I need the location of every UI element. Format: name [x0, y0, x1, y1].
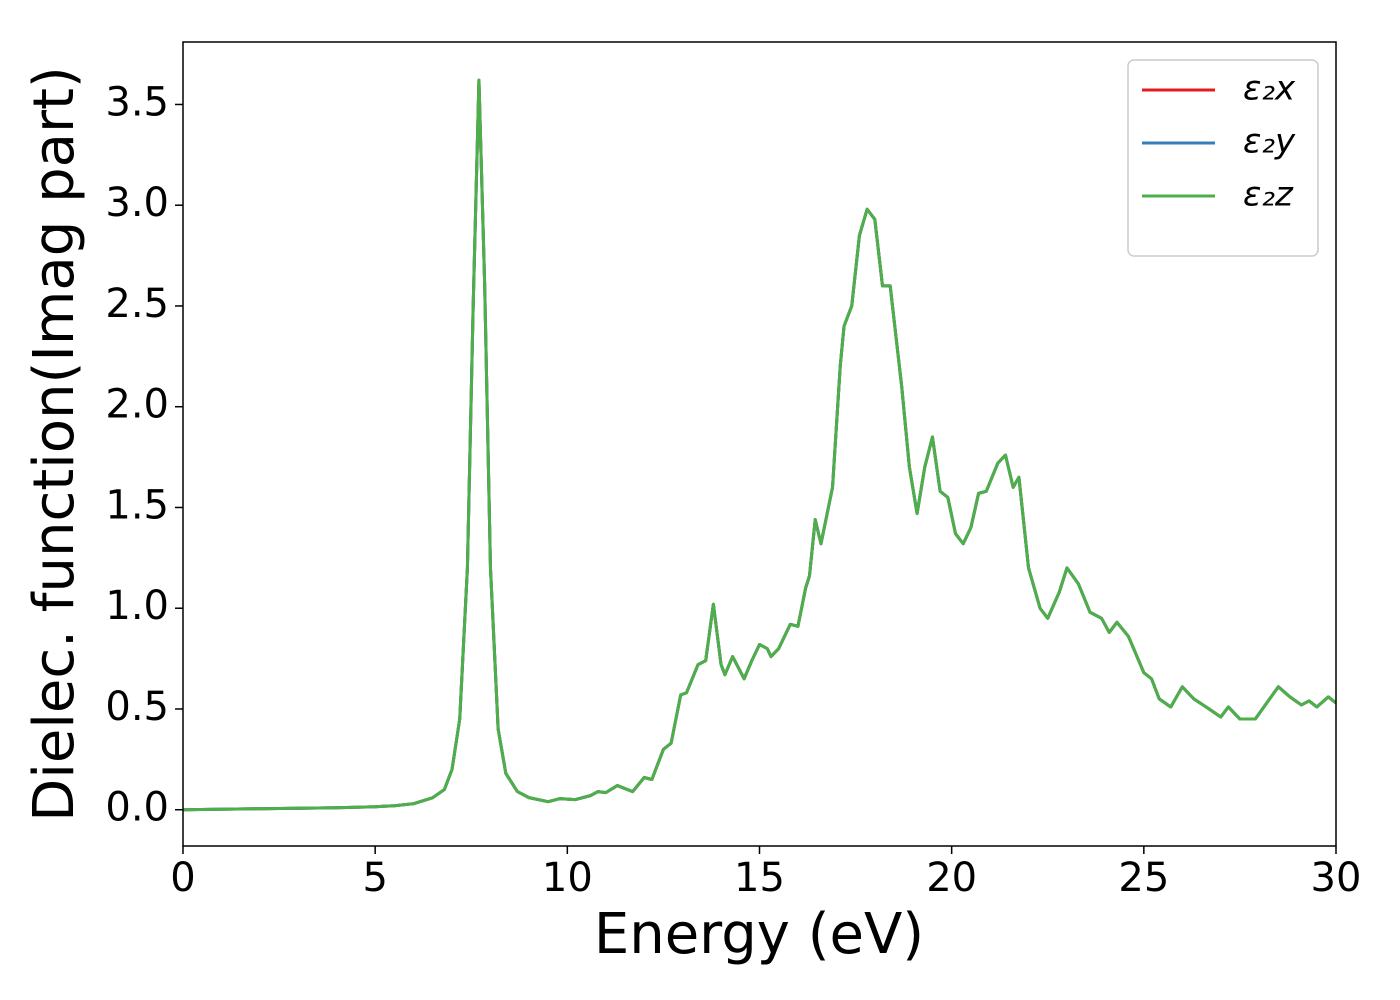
y-tick-label: 1.5 [105, 482, 169, 528]
x-tick-label: 20 [926, 855, 977, 901]
legend-label: ε₂x [1243, 69, 1296, 109]
y-tick-label: 3.5 [105, 79, 169, 125]
y-tick-label: 0.0 [105, 785, 169, 831]
x-tick-label: 30 [1311, 855, 1362, 901]
y-tick-label: 3.0 [105, 180, 169, 226]
y-tick-label: 1.0 [105, 583, 169, 629]
y-tick-label: 0.5 [105, 684, 169, 730]
x-tick-label: 25 [1118, 855, 1169, 901]
y-axis-label: Dielec. function(Imag part) [22, 66, 87, 822]
x-tick-label: 15 [734, 855, 785, 901]
legend-label: ε₂z [1243, 175, 1294, 215]
data-line [183, 78, 1336, 812]
x-tick-label: 5 [362, 855, 387, 901]
legend-box [1127, 59, 1319, 257]
x-axis-label: Energy (eV) [594, 902, 924, 967]
y-tick-label: 2.0 [105, 382, 169, 428]
plot-frame [182, 41, 1337, 847]
x-tick-label: 0 [170, 855, 195, 901]
legend-label: ε₂y [1243, 122, 1296, 162]
x-tick-label: 10 [542, 855, 593, 901]
y-tick-label: 2.5 [105, 281, 169, 327]
